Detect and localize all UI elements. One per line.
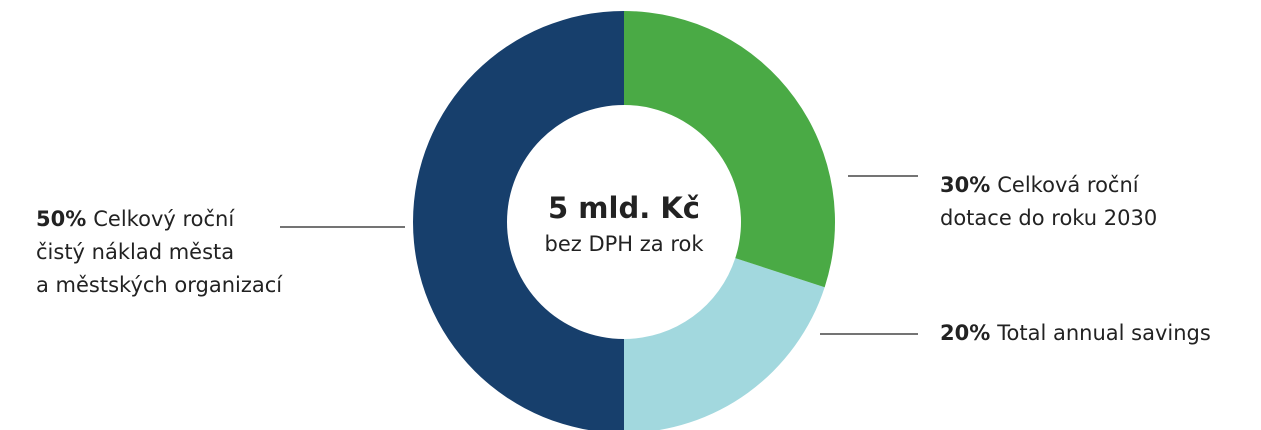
center-title: 5 mld. Kč xyxy=(548,191,700,225)
category-label: čistý náklad města xyxy=(36,240,234,264)
value-label: 30% xyxy=(940,173,990,197)
segment-label: 20% Total annual savings xyxy=(940,321,1211,345)
donut-segment xyxy=(624,11,835,288)
segment-label: a městských organizací xyxy=(36,273,283,297)
segment-label: čistý náklad města xyxy=(36,240,234,264)
category-label: dotace do roku 2030 xyxy=(940,206,1157,230)
category-label: a městských organizací xyxy=(36,273,283,297)
donut-segment xyxy=(624,258,825,430)
category-label: Celkový roční xyxy=(93,207,235,231)
segment-label: 30% Celková roční xyxy=(940,173,1140,197)
segment-label: dotace do roku 2030 xyxy=(940,206,1157,230)
center-subtitle: bez DPH za rok xyxy=(545,232,705,256)
category-label: Total annual savings xyxy=(996,321,1211,345)
value-label: 20% xyxy=(940,321,990,345)
segment-label: 50% Celkový roční xyxy=(36,207,235,231)
donut-segment xyxy=(413,11,624,430)
category-label: Celková roční xyxy=(997,173,1140,197)
value-label: 50% xyxy=(36,207,86,231)
